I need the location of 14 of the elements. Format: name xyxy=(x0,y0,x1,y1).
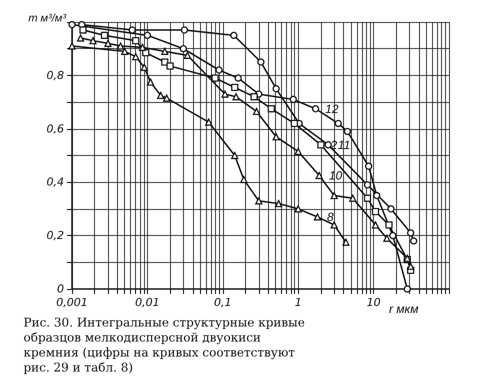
text: Рис. 30. Интегральные структурные кривые образцов мелкодисперсной двуокиси кремния (цифры на кривых соответствуют рис. 29 и табл. 8) xyxy=(24,316,309,374)
x-tick-label: 1 xyxy=(294,296,302,309)
x-tick-label: 0,1 xyxy=(214,296,232,309)
x-tick-label: 0,001 xyxy=(56,296,88,309)
x-tick-label: 0,01 xyxy=(135,296,160,309)
y-tick-label: 0,4 xyxy=(46,176,64,189)
y-tick-label: 0,2 xyxy=(46,229,64,242)
y-tick-label: 0 xyxy=(57,282,64,296)
x-axis-title: r мкм xyxy=(389,302,418,316)
y-tick-label: 0,6 xyxy=(46,122,64,136)
x-tick-label: 10 xyxy=(366,296,381,309)
y-axis-title: m м³/м³ xyxy=(28,12,66,24)
series-label: 8 xyxy=(327,210,334,224)
y-tick-label: 0,8 xyxy=(46,68,64,82)
